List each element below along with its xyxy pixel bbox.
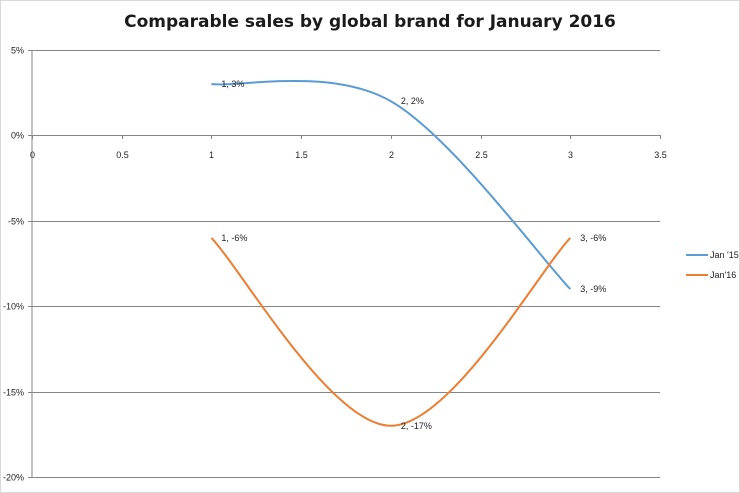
y-tick-label: 0% <box>11 131 24 141</box>
data-label: 2, -17% <box>401 421 432 431</box>
series-line-0 <box>211 79 572 290</box>
x-tick-label: 1 <box>209 150 214 160</box>
data-label: 3, -6% <box>580 233 606 243</box>
x-tick-label: 2.5 <box>475 150 488 160</box>
series-line-1 <box>210 237 572 427</box>
y-tick-label: -10% <box>3 302 24 312</box>
data-label: 3, -9% <box>580 284 606 294</box>
x-tick-label: 3.5 <box>654 150 667 160</box>
data-label: 1, 3% <box>221 79 244 89</box>
y-tick-label: -5% <box>8 217 24 227</box>
y-tick-label: -20% <box>3 473 24 483</box>
chart-title: Comparable sales by global brand for Jan… <box>124 12 616 32</box>
x-tick-label: 0 <box>30 150 35 160</box>
data-label: 2, 2% <box>401 96 424 106</box>
x-tick-label: 1.5 <box>295 150 308 160</box>
x-tick-label: 3 <box>568 150 573 160</box>
x-tick-label: 0.5 <box>116 150 129 160</box>
x-tick-label: 2 <box>389 150 394 160</box>
legend-label: Jan '15 <box>710 250 739 260</box>
legend-label: Jan'16 <box>710 270 736 280</box>
y-tick-label: -15% <box>3 388 24 398</box>
y-tick-label: 5% <box>11 46 24 56</box>
data-label: 1, -6% <box>221 233 247 243</box>
